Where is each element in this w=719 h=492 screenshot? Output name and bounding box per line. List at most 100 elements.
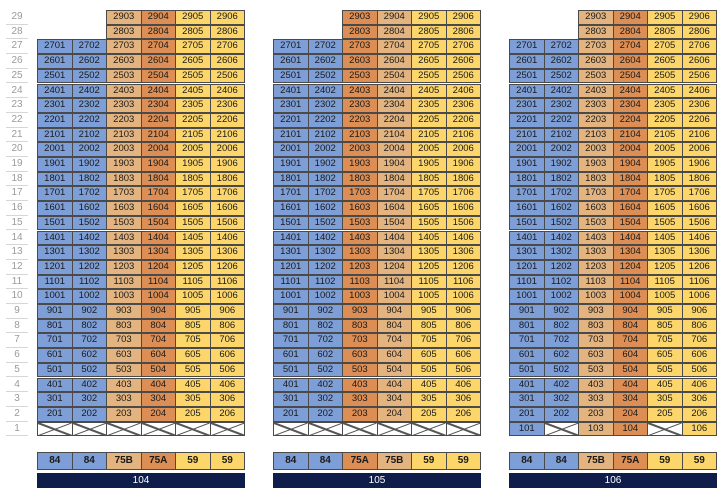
unit-cell[interactable]: 703 bbox=[342, 333, 378, 349]
unit-cell[interactable]: 1904 bbox=[612, 157, 648, 172]
unit-cell[interactable]: 2405 bbox=[647, 83, 683, 99]
unit-cell[interactable]: 2305 bbox=[175, 98, 211, 113]
unit-cell[interactable]: 1003 bbox=[342, 289, 378, 304]
unit-cell[interactable]: 1101 bbox=[37, 274, 73, 290]
unit-cell[interactable]: 2305 bbox=[647, 98, 683, 113]
unit-cell[interactable]: 901 bbox=[509, 304, 545, 319]
unit-cell[interactable]: 1001 bbox=[273, 289, 309, 304]
unit-cell[interactable]: 606 bbox=[209, 348, 245, 363]
unit-cell[interactable]: 2201 bbox=[509, 112, 545, 128]
unit-cell[interactable]: 804 bbox=[612, 318, 648, 334]
unit-cell[interactable]: 306 bbox=[209, 392, 245, 407]
unit-cell[interactable]: 1501 bbox=[37, 215, 73, 231]
unit-cell[interactable]: 2403 bbox=[342, 83, 378, 99]
unit-cell[interactable]: 606 bbox=[445, 348, 481, 363]
unit-cell[interactable]: 803 bbox=[106, 318, 142, 334]
unit-cell[interactable]: 2506 bbox=[209, 68, 245, 84]
unit-cell[interactable]: 1806 bbox=[681, 171, 717, 187]
unit-cell[interactable]: 2201 bbox=[273, 112, 309, 128]
unit-cell[interactable]: 2705 bbox=[411, 39, 447, 55]
unit-cell[interactable]: 506 bbox=[209, 362, 245, 378]
unit-cell[interactable]: 1803 bbox=[342, 171, 378, 187]
unit-cell[interactable]: 1203 bbox=[342, 259, 378, 275]
unit-cell[interactable]: 403 bbox=[578, 377, 614, 393]
unit-cell[interactable]: 1001 bbox=[509, 289, 545, 304]
unit-cell[interactable]: 806 bbox=[681, 318, 717, 334]
unit-cell[interactable]: 2904 bbox=[376, 10, 412, 25]
unit-cell[interactable]: 1806 bbox=[445, 171, 481, 187]
unit-cell[interactable]: 2402 bbox=[71, 83, 107, 99]
unit-cell[interactable]: 103 bbox=[578, 421, 614, 437]
unit-cell[interactable]: 406 bbox=[209, 377, 245, 393]
unit-cell[interactable]: 806 bbox=[209, 318, 245, 334]
unit-cell[interactable]: 1305 bbox=[411, 245, 447, 260]
unit-cell[interactable]: 2906 bbox=[445, 10, 481, 25]
unit-cell[interactable]: 1103 bbox=[342, 274, 378, 290]
unit-cell[interactable]: 1406 bbox=[209, 230, 245, 246]
unit-cell[interactable]: 1106 bbox=[681, 274, 717, 290]
unit-cell[interactable]: 503 bbox=[578, 362, 614, 378]
unit-cell[interactable]: 2505 bbox=[647, 68, 683, 84]
unit-cell[interactable]: 1906 bbox=[445, 157, 481, 172]
unit-cell[interactable]: 405 bbox=[647, 377, 683, 393]
unit-cell[interactable]: 2006 bbox=[681, 142, 717, 157]
unit-cell[interactable]: 604 bbox=[140, 348, 176, 363]
unit-cell[interactable]: 305 bbox=[175, 392, 211, 407]
unit-cell[interactable]: 701 bbox=[509, 333, 545, 349]
unit-cell[interactable]: 805 bbox=[411, 318, 447, 334]
unit-cell[interactable]: 2703 bbox=[578, 39, 614, 55]
unit-cell[interactable]: 2502 bbox=[307, 68, 343, 84]
unit-cell[interactable]: 504 bbox=[612, 362, 648, 378]
unit-cell[interactable]: 2401 bbox=[509, 83, 545, 99]
unit-cell[interactable]: 1706 bbox=[445, 186, 481, 202]
unit-cell[interactable]: 1103 bbox=[106, 274, 142, 290]
unit-cell[interactable]: 1906 bbox=[681, 157, 717, 172]
unit-cell[interactable]: 1506 bbox=[209, 215, 245, 231]
unit-cell[interactable]: 2101 bbox=[37, 127, 73, 143]
unit-cell[interactable]: 2505 bbox=[175, 68, 211, 84]
unit-cell[interactable]: 1901 bbox=[509, 157, 545, 172]
unit-cell[interactable]: 705 bbox=[411, 333, 447, 349]
unit-cell[interactable]: 706 bbox=[209, 333, 245, 349]
unit-cell[interactable]: 401 bbox=[509, 377, 545, 393]
unit-cell[interactable]: 903 bbox=[106, 304, 142, 319]
unit-cell[interactable]: 402 bbox=[71, 377, 107, 393]
unit-cell[interactable]: 104 bbox=[612, 421, 648, 437]
unit-cell[interactable]: 201 bbox=[509, 406, 545, 422]
unit-cell[interactable]: 703 bbox=[106, 333, 142, 349]
unit-cell[interactable]: 1701 bbox=[37, 186, 73, 202]
unit-cell[interactable]: 2202 bbox=[71, 112, 107, 128]
unit-cell[interactable]: 1703 bbox=[106, 186, 142, 202]
unit-cell[interactable]: 2306 bbox=[445, 98, 481, 113]
unit-cell[interactable]: 2601 bbox=[509, 54, 545, 69]
unit-cell[interactable]: 1505 bbox=[647, 215, 683, 231]
unit-cell[interactable]: 1405 bbox=[175, 230, 211, 246]
unit-cell[interactable]: 1304 bbox=[376, 245, 412, 260]
unit-cell[interactable]: 203 bbox=[342, 406, 378, 422]
unit-cell[interactable]: 2104 bbox=[376, 127, 412, 143]
unit-cell[interactable]: 1206 bbox=[445, 259, 481, 275]
unavailable-unit-cell[interactable] bbox=[342, 421, 378, 437]
unit-cell[interactable]: 2003 bbox=[106, 142, 142, 157]
unit-cell[interactable]: 1202 bbox=[71, 259, 107, 275]
unit-cell[interactable]: 1701 bbox=[509, 186, 545, 202]
unit-cell[interactable]: 205 bbox=[647, 406, 683, 422]
unit-cell[interactable]: 1004 bbox=[612, 289, 648, 304]
unit-cell[interactable]: 2205 bbox=[647, 112, 683, 128]
unit-cell[interactable]: 704 bbox=[612, 333, 648, 349]
unit-cell[interactable]: 2806 bbox=[209, 24, 245, 40]
unit-cell[interactable]: 1502 bbox=[543, 215, 579, 231]
unit-cell[interactable]: 1401 bbox=[273, 230, 309, 246]
unit-cell[interactable]: 2803 bbox=[578, 24, 614, 40]
unit-cell[interactable]: 1905 bbox=[175, 157, 211, 172]
unit-cell[interactable]: 2102 bbox=[543, 127, 579, 143]
unit-cell[interactable]: 2705 bbox=[175, 39, 211, 55]
unit-cell[interactable]: 1503 bbox=[106, 215, 142, 231]
unit-cell[interactable]: 2001 bbox=[273, 142, 309, 157]
unit-cell[interactable]: 2103 bbox=[578, 127, 614, 143]
unit-cell[interactable]: 2303 bbox=[578, 98, 614, 113]
unit-cell[interactable]: 2806 bbox=[445, 24, 481, 40]
unit-cell[interactable]: 2904 bbox=[140, 10, 176, 25]
unit-cell[interactable]: 604 bbox=[612, 348, 648, 363]
unit-cell[interactable]: 1805 bbox=[647, 171, 683, 187]
